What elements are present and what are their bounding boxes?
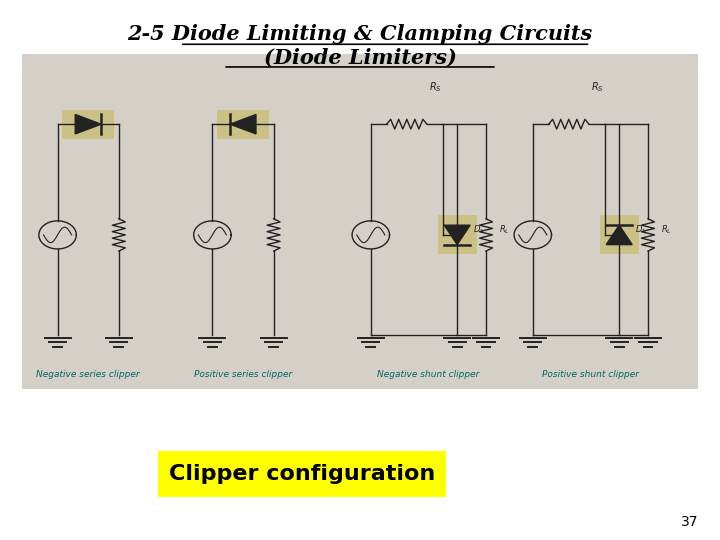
Text: Negative series clipper: Negative series clipper (37, 370, 140, 379)
Text: 37: 37 (681, 515, 698, 529)
Bar (438, 215, 477, 254)
Text: $D_1$: $D_1$ (473, 223, 485, 236)
Polygon shape (230, 114, 256, 134)
Text: 2-5 Diode Limiting & Clamping Circuits: 2-5 Diode Limiting & Clamping Circuits (127, 24, 593, 44)
Text: $R_L$: $R_L$ (499, 223, 510, 236)
Bar (158, 451, 446, 497)
Bar (217, 110, 269, 139)
Text: (Diode Limiters): (Diode Limiters) (264, 48, 456, 68)
Polygon shape (606, 225, 632, 245)
Text: Clipper configuration: Clipper configuration (169, 464, 436, 484)
Polygon shape (75, 114, 101, 134)
Text: $R_S$: $R_S$ (591, 80, 604, 94)
Text: Negative shunt clipper: Negative shunt clipper (377, 370, 480, 379)
Polygon shape (444, 225, 470, 245)
Text: $D_1$: $D_1$ (635, 223, 647, 236)
Text: Positive series clipper: Positive series clipper (194, 370, 292, 379)
Text: $R_S$: $R_S$ (429, 80, 442, 94)
Bar (22, 54, 698, 389)
Text: Positive shunt clipper: Positive shunt clipper (542, 370, 639, 379)
Text: $R_L$: $R_L$ (661, 223, 672, 236)
Bar (62, 110, 114, 139)
Bar (600, 215, 639, 254)
